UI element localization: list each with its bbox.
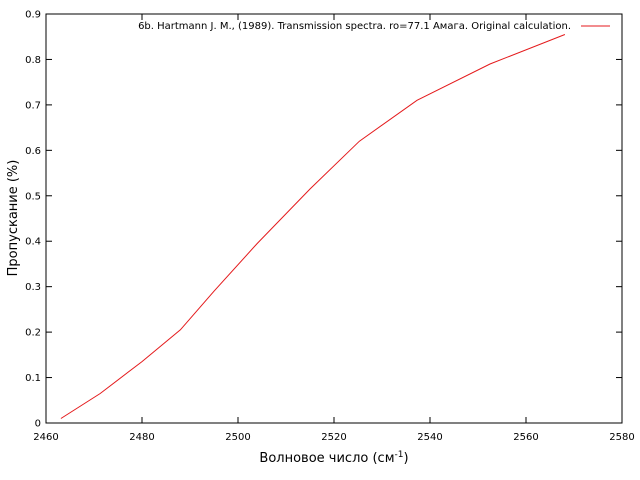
- y-tick-label: 0.3: [25, 282, 41, 293]
- x-axis-ticks: 2460 2480 2500 2520 2540 2560 2580: [33, 14, 635, 443]
- y-tick-label: 0.5: [25, 191, 41, 202]
- x-tick-label: 2560: [513, 432, 538, 443]
- x-axis-title-close: ): [403, 451, 408, 466]
- y-tick-label: 0.2: [25, 328, 41, 339]
- plot-frame: [45, 13, 623, 424]
- y-tick-label: 0.6: [25, 146, 41, 157]
- x-axis-title-superscript: -1: [395, 450, 404, 460]
- y-tick-label: 0: [35, 419, 41, 430]
- series-line-0: [60, 34, 566, 419]
- legend: 6b. Hartmann J. M., (1989). Transmission…: [138, 21, 610, 32]
- x-tick-label: 2480: [129, 432, 154, 443]
- x-tick-label: 2580: [609, 432, 634, 443]
- x-axis-title-main: Волновое число (см: [259, 451, 394, 466]
- y-tick-label: 0.7: [25, 100, 41, 111]
- x-axis-title: Волновое число (см-1): [259, 450, 408, 466]
- y-tick-label: 0.8: [25, 55, 41, 66]
- x-tick-label: 2520: [321, 432, 346, 443]
- x-tick-label: 2460: [33, 432, 58, 443]
- y-axis-ticks: 0 0.1 0.2 0.3 0.4 0.5 0.6 0.7 0.8 0.9: [25, 10, 622, 430]
- x-tick-label: 2500: [225, 432, 250, 443]
- legend-label: 6b. Hartmann J. M., (1989). Transmission…: [138, 21, 571, 32]
- y-tick-label: 0.9: [25, 10, 41, 21]
- y-tick-label: 0.1: [25, 373, 41, 384]
- series-layer: [60, 34, 566, 419]
- y-tick-label: 0.4: [25, 237, 41, 248]
- x-tick-label: 2540: [417, 432, 442, 443]
- y-axis-title: Пропускание (%): [6, 160, 21, 277]
